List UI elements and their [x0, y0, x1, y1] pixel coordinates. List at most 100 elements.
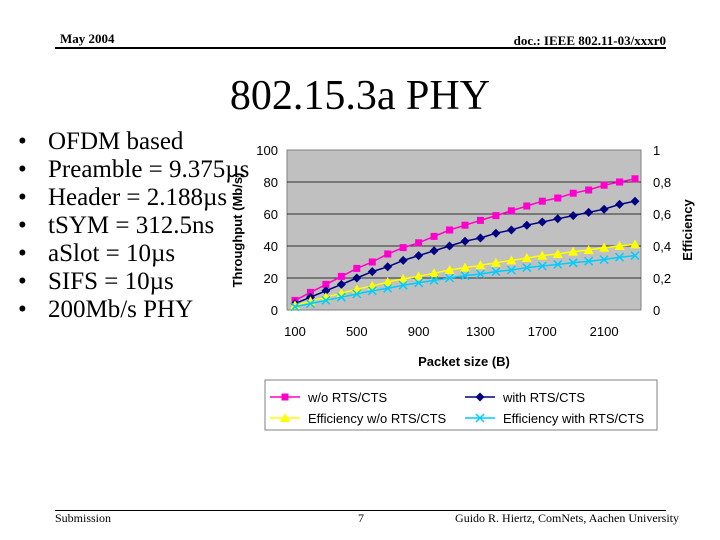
data-point [475, 260, 486, 270]
legend-label: w/o RTS/CTS [307, 390, 388, 405]
data-point [630, 239, 640, 249]
data-point [445, 273, 455, 283]
legend-marker [475, 392, 485, 402]
data-point [398, 280, 408, 290]
data-point [552, 249, 563, 258]
bullet-sifs: SIFS = 10µs [18, 268, 249, 296]
legend-marker [281, 393, 289, 401]
data-point [353, 264, 361, 272]
header-doc-id: doc.: IEEE 802.11-03/xxxr0 [513, 33, 666, 48]
data-point [476, 216, 484, 224]
data-point [583, 245, 594, 254]
plot-area [286, 149, 642, 311]
data-point [614, 241, 625, 250]
x-tick-label: 1700 [528, 324, 557, 339]
legend-marker [280, 413, 290, 422]
y2-axis-title: Efficiency [680, 199, 695, 261]
data-point [523, 202, 531, 210]
data-point [367, 286, 377, 296]
data-point [538, 197, 546, 205]
throughput-chart: 0 20 40 60 80 100 0 0,2 0,4 0,6 0,8 1 100 500 900 1300 1… [230, 143, 695, 431]
data-point [600, 181, 608, 189]
data-point [521, 253, 532, 262]
slide-title: 802.15.3a PHY [229, 73, 491, 119]
bullet-aslot: aSlot = 10µs [18, 240, 249, 268]
data-point [475, 233, 485, 243]
data-point [352, 273, 362, 283]
data-point [553, 214, 563, 224]
data-point [384, 250, 392, 258]
data-point [321, 295, 331, 305]
legend-label: with RTS/CTS [502, 390, 585, 405]
data-point [336, 292, 346, 302]
data-point [445, 241, 455, 251]
x-tick-label: 100 [284, 324, 306, 339]
data-point [352, 289, 362, 299]
data-point [383, 283, 393, 293]
legend-box [264, 379, 658, 431]
data-point [446, 226, 454, 234]
bullet-list: OFDM based Preamble = 9.375µs Header = 2… [18, 128, 249, 324]
data-point [491, 267, 501, 277]
data-point [522, 263, 532, 273]
data-point [490, 257, 501, 267]
bullet-ofdm: OFDM based [18, 128, 249, 156]
data-point [415, 239, 423, 247]
data-point [631, 175, 639, 183]
data-point [321, 286, 331, 296]
data-point [630, 196, 640, 206]
x-tick-label: 500 [346, 324, 368, 339]
data-point [585, 186, 593, 194]
x-tick-label: 2100 [590, 324, 619, 339]
data-point [568, 211, 578, 221]
x-tick-label: 1300 [466, 324, 495, 339]
footer-submission: Submission [55, 511, 112, 525]
data-point [460, 271, 470, 281]
data-point [553, 259, 563, 269]
data-point [413, 271, 424, 281]
y2-tick-label: 0,6 [653, 207, 671, 222]
data-point [537, 217, 547, 227]
y-tick-label: 100 [256, 143, 278, 158]
data-point [306, 288, 314, 296]
bullet-tsym: tSYM = 312.5ns [18, 212, 249, 240]
data-point [584, 207, 594, 217]
data-point [506, 225, 516, 235]
y-axis-title: Throughput (Mb/s) [230, 173, 245, 288]
data-point [460, 236, 470, 246]
data-point [475, 269, 485, 279]
legend-marker [475, 413, 485, 423]
data-point [429, 275, 439, 285]
y2-tick-label: 0 [653, 303, 660, 318]
y-tick-label: 0 [271, 303, 278, 318]
data-point [569, 189, 577, 197]
data-point [305, 299, 315, 309]
x-tick-label: 900 [408, 324, 430, 339]
data-point [367, 267, 377, 277]
data-point [429, 268, 440, 278]
data-point [398, 255, 408, 265]
data-point [430, 232, 438, 240]
data-point [322, 280, 330, 288]
y-tick-label: 80 [264, 175, 278, 190]
header-rule [55, 47, 666, 49]
header-date: May 2004 [60, 31, 115, 46]
data-point [616, 178, 624, 186]
data-point [491, 228, 501, 238]
data-point [615, 252, 625, 262]
data-point [492, 212, 500, 220]
data-point [568, 258, 578, 268]
data-point [584, 256, 594, 266]
data-point [537, 250, 548, 260]
data-point [336, 279, 346, 289]
data-point [460, 262, 470, 272]
bullet-header: Header = 2.188µs [18, 184, 249, 212]
data-point [414, 251, 424, 261]
data-point [599, 242, 610, 252]
data-point [337, 272, 345, 280]
x-axis-title: Packet size (B) [418, 354, 510, 369]
legend-label: Efficiency w/o RTS/CTS [308, 411, 447, 426]
y2-tick-label: 0,2 [653, 271, 671, 286]
bullet-phy-rate: 200Mb/s PHY [18, 296, 249, 324]
data-point [522, 220, 532, 230]
